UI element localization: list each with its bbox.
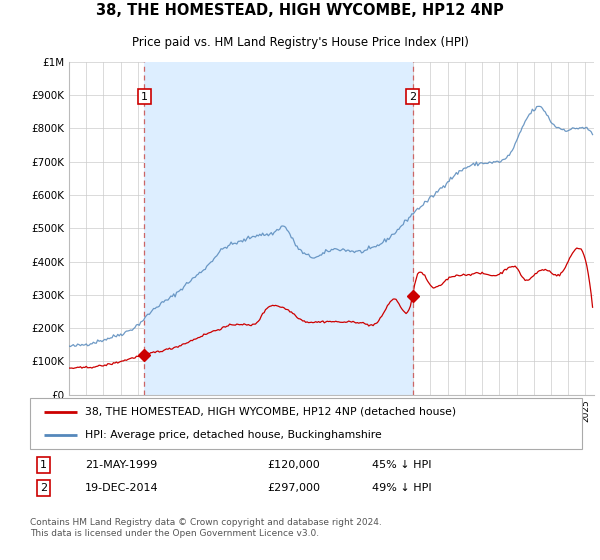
Text: 1: 1 (141, 92, 148, 101)
Text: £120,000: £120,000 (268, 460, 320, 470)
Bar (145, 62, 413, 395)
Text: 38, THE HOMESTEAD, HIGH WYCOMBE, HP12 4NP: 38, THE HOMESTEAD, HIGH WYCOMBE, HP12 4N… (96, 3, 504, 18)
Text: 2: 2 (40, 483, 47, 493)
Text: 2: 2 (409, 92, 416, 101)
Text: Price paid vs. HM Land Registry's House Price Index (HPI): Price paid vs. HM Land Registry's House … (131, 36, 469, 49)
Text: HPI: Average price, detached house, Buckinghamshire: HPI: Average price, detached house, Buck… (85, 430, 382, 440)
Text: 38, THE HOMESTEAD, HIGH WYCOMBE, HP12 4NP (detached house): 38, THE HOMESTEAD, HIGH WYCOMBE, HP12 4N… (85, 407, 457, 417)
Text: 49% ↓ HPI: 49% ↓ HPI (372, 483, 432, 493)
Text: 21-MAY-1999: 21-MAY-1999 (85, 460, 157, 470)
Text: 19-DEC-2014: 19-DEC-2014 (85, 483, 159, 493)
Text: 1: 1 (40, 460, 47, 470)
FancyBboxPatch shape (30, 398, 582, 449)
Text: 45% ↓ HPI: 45% ↓ HPI (372, 460, 432, 470)
Text: Contains HM Land Registry data © Crown copyright and database right 2024.
This d: Contains HM Land Registry data © Crown c… (30, 518, 382, 538)
Text: £297,000: £297,000 (268, 483, 320, 493)
